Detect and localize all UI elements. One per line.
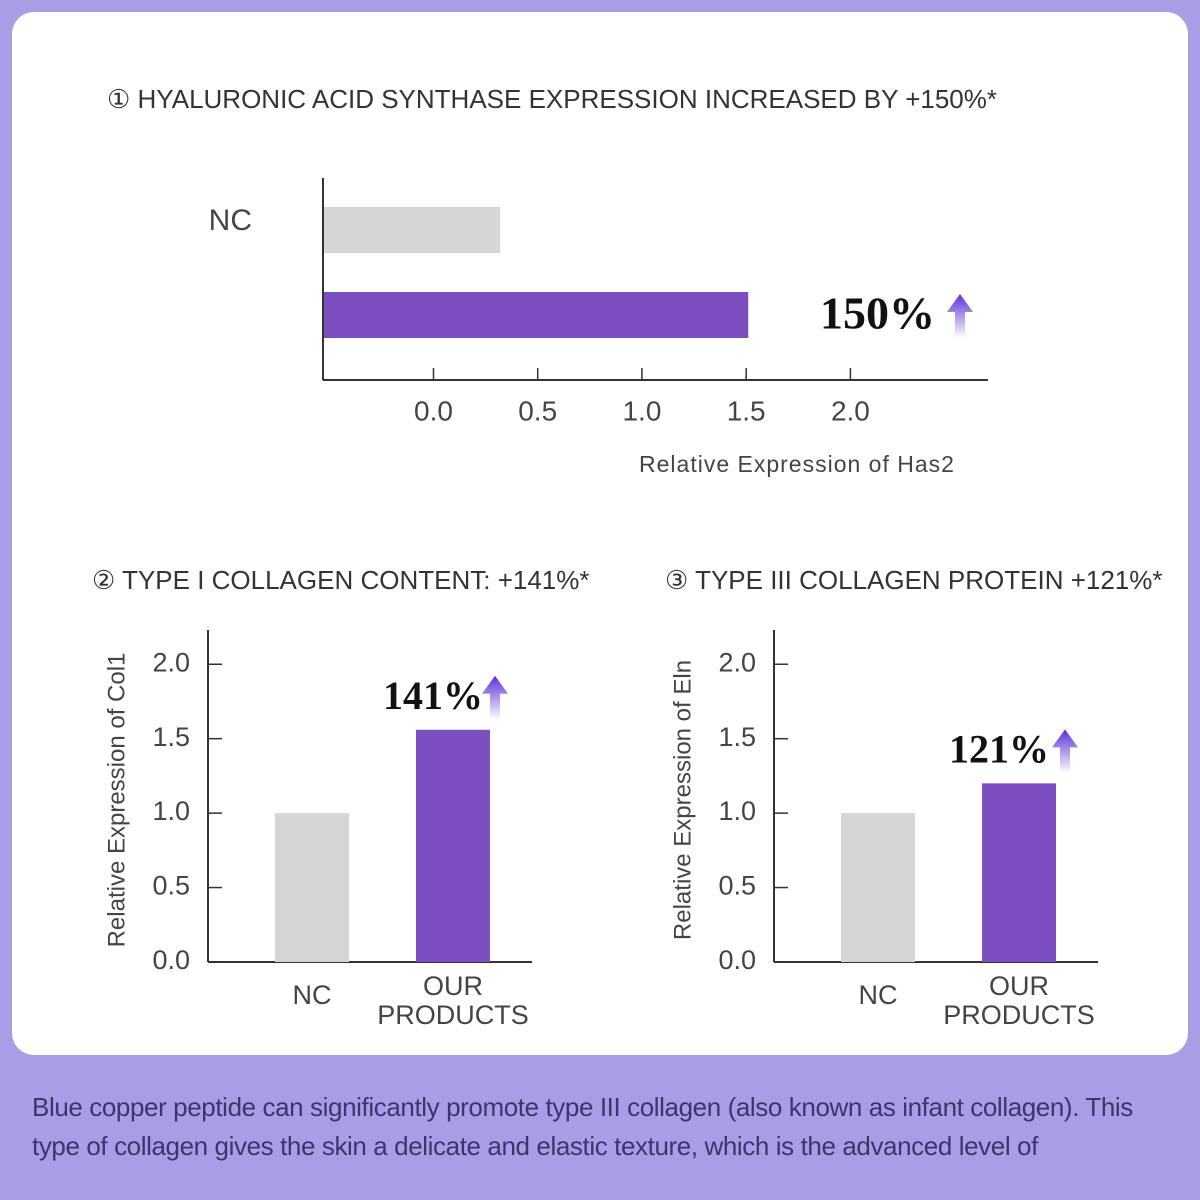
arrow-icon: [482, 675, 508, 720]
y-tick-label: 0.5: [718, 871, 756, 901]
arrow-icon: [1052, 729, 1078, 774]
y-tick-label: 1.0: [718, 796, 756, 826]
annotation: 150%: [820, 288, 935, 339]
x-tick-label: 1.5: [727, 395, 766, 426]
chart-title: ③ TYPE III COLLAGEN PROTEIN +121%*: [665, 565, 1163, 595]
y-tick-label: 1.0: [152, 796, 190, 826]
y-axis-label: Relative Expression of Col1: [103, 653, 130, 948]
category-label: OUR PRODUCTS: [943, 971, 1095, 1030]
y-tick-label: 0.0: [152, 945, 190, 975]
y-tick-label: 2.0: [152, 647, 190, 677]
chart-title: ② TYPE I COLLAGEN CONTENT: +141%*: [92, 565, 590, 595]
y-tick-label: 0.0: [718, 945, 756, 975]
chart-title: ① HYALURONIC ACID SYNTHASE EXPRESSION IN…: [107, 84, 997, 114]
arrow-icon: [947, 294, 973, 338]
category-label: OUR PRODUCTS: [377, 971, 529, 1030]
y-tick-label: 1.5: [152, 722, 190, 752]
x-tick-label: 0.5: [518, 395, 557, 426]
annotation: 141%: [383, 673, 483, 718]
bar: [982, 783, 1056, 962]
bar: [416, 729, 490, 962]
bar: [841, 813, 915, 962]
category-label: NC: [292, 980, 332, 1010]
y-tick-label: 2.0: [718, 647, 756, 677]
category-label: NC: [858, 980, 898, 1010]
bar: [324, 207, 501, 253]
x-tick-label: 0.0: [414, 395, 453, 426]
x-tick-label: 1.0: [622, 395, 661, 426]
annotation: 121%: [949, 727, 1049, 772]
y-axis-label: Relative Expression of Eln: [669, 660, 696, 940]
category-label: NC: [209, 204, 252, 237]
bar: [275, 813, 349, 962]
x-axis-label: Relative Expression of Has2: [639, 451, 955, 477]
bar: [324, 292, 749, 338]
y-tick-label: 1.5: [718, 722, 756, 752]
x-tick-label: 2.0: [831, 395, 870, 426]
y-tick-label: 0.5: [152, 871, 190, 901]
caption: Blue copper peptide can significantly pr…: [32, 1092, 1133, 1161]
